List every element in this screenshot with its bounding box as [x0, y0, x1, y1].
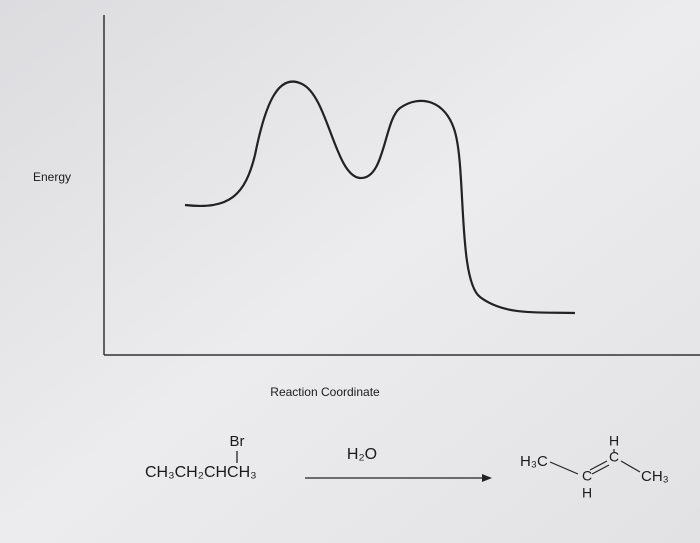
product-carbon-2: C [582, 468, 592, 484]
y-axis-label: Energy [33, 170, 71, 184]
double-bond [589, 460, 608, 471]
energy-curve [184, 80, 576, 315]
reagent: H₂O [347, 446, 377, 463]
product-carbon-1: C [609, 449, 619, 465]
double-bond [591, 464, 610, 475]
product-hydrogen-1: H [609, 433, 619, 449]
product-right-group: CH₃ [641, 468, 669, 485]
bond [549, 461, 579, 475]
arrow-head [482, 474, 492, 482]
x-axis-label: Reaction Coordinate [270, 385, 380, 399]
reactant-substituent: Br [230, 433, 245, 450]
reactant-formula: CH₃CH₂CHCH₃ [145, 464, 257, 481]
product-hydrogen-2: H [582, 485, 592, 501]
bond [620, 460, 641, 473]
product-left-group: H₃C [520, 453, 548, 470]
